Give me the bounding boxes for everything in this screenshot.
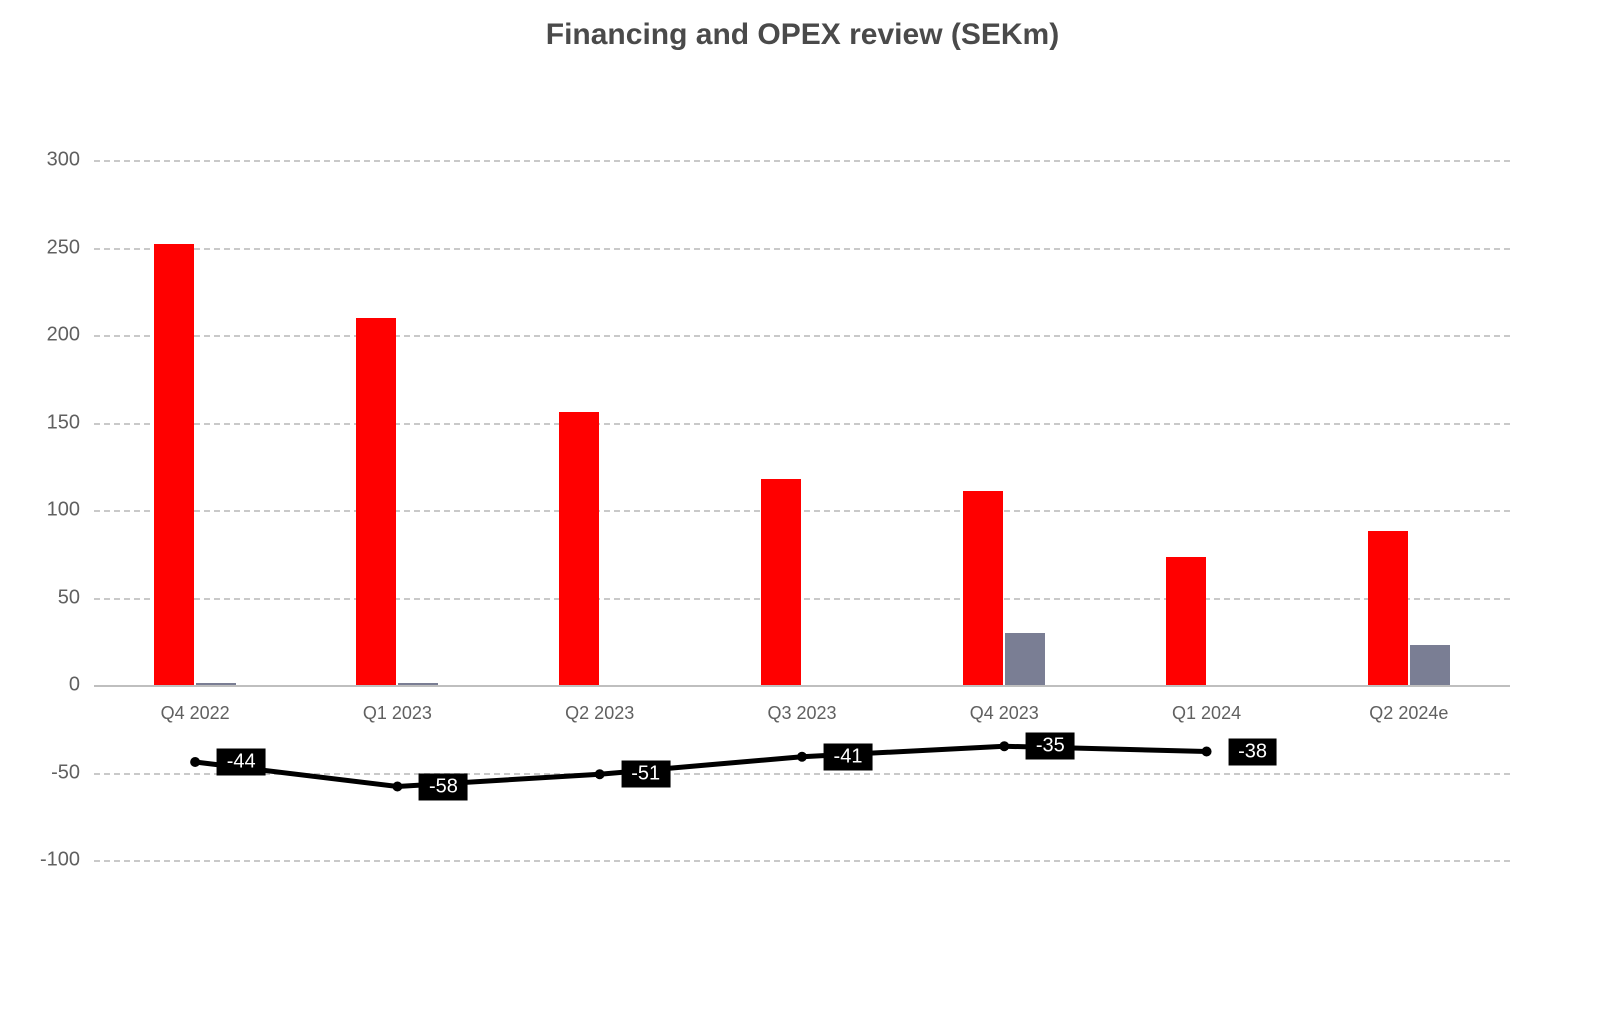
y-tick-label: -50 [51, 761, 94, 784]
y-tick-label: 150 [47, 411, 94, 434]
chart-title: Financing and OPEX review (SEKm) [0, 18, 1605, 52]
y-tick-label: 50 [58, 586, 94, 609]
y-tick-label: 0 [69, 674, 94, 697]
line-series [94, 160, 1510, 860]
y-tick-label: 100 [47, 499, 94, 522]
y-tick-label: 200 [47, 324, 94, 347]
gridline [94, 860, 1510, 862]
y-tick-label: -100 [40, 849, 94, 872]
line-data-label: -41 [824, 743, 873, 770]
plot-area: -100-50050100150200250300Q4 2022Q1 2023Q… [94, 160, 1510, 860]
line-data-label: -51 [621, 761, 670, 788]
line-data-label: -38 [1228, 738, 1277, 765]
line-data-label: -58 [419, 773, 468, 800]
line-data-label: -35 [1026, 733, 1075, 760]
y-tick-label: 250 [47, 236, 94, 259]
y-tick-label: 300 [47, 149, 94, 172]
line-data-label: -44 [217, 749, 266, 776]
